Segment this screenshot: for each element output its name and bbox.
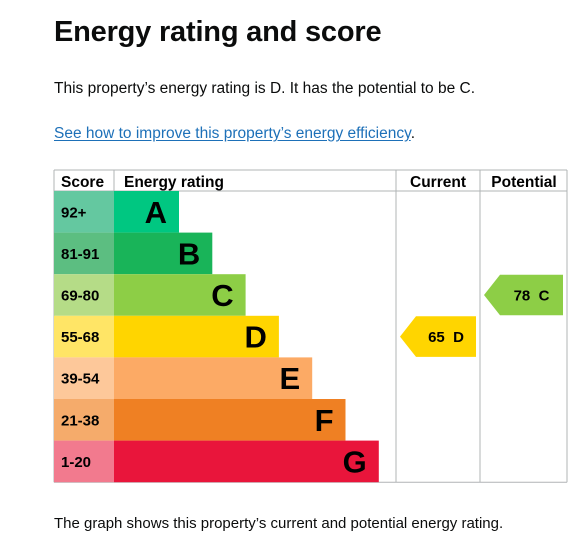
improve-efficiency-link[interactable]: See how to improve this property’s energ…: [54, 125, 411, 142]
header-potential: Potential: [491, 174, 556, 191]
band-bar-a: [114, 191, 179, 233]
band-letter-d: D: [245, 320, 267, 355]
header-energy-rating: Energy rating: [124, 174, 224, 191]
link-suffix: .: [410, 125, 415, 142]
rating-summary: This property’s energy rating is D. It h…: [54, 80, 476, 97]
band-bar-e: [114, 357, 313, 399]
band-letter-b: B: [178, 236, 200, 271]
score-cell-a: [54, 191, 114, 233]
potential-rating-label: 78 C: [514, 288, 550, 305]
score-cell-e: [54, 357, 114, 399]
score-cell-c: [54, 274, 114, 316]
chart-caption: The graph shows this property’s current …: [54, 515, 504, 532]
score-range-a: 92+: [61, 204, 87, 221]
current-rating-arrow: [400, 316, 476, 357]
band-bar-g: [114, 440, 379, 483]
band-bar-d: [114, 315, 279, 358]
header-current: Current: [410, 174, 466, 191]
potential-rating-arrow: [484, 274, 563, 316]
rating-markers: 65 D 78 C: [400, 274, 563, 357]
band-bar-c: [114, 274, 246, 316]
score-range-b: 81-91: [61, 246, 99, 263]
header-score: Score: [61, 174, 104, 191]
score-cell-d: [54, 315, 114, 358]
score-range-c: 69-80: [61, 288, 99, 305]
page-title: Energy rating and score: [54, 16, 382, 48]
band-letter-e: E: [280, 361, 301, 396]
score-cell-b: [54, 232, 114, 275]
band-letter-a: A: [145, 195, 167, 230]
band-letter-g: G: [343, 444, 367, 479]
rating-bands: 92+ A 81-91 B 69-80 C 55-68 D 39-54 E 21-38 F 1-20 G: [54, 191, 379, 483]
score-cell-f: [54, 399, 114, 441]
score-range-e: 39-54: [61, 371, 100, 388]
improve-link-line: See how to improve this property’s energ…: [54, 125, 415, 143]
band-bar-b: [114, 232, 213, 275]
score-range-d: 55-68: [61, 329, 99, 346]
band-letter-c: C: [211, 278, 233, 313]
score-range-f: 21-38: [61, 412, 99, 429]
score-cell-g: [54, 440, 114, 483]
band-letter-f: F: [315, 403, 334, 438]
score-range-g: 1-20: [61, 454, 91, 471]
band-bar-f: [114, 399, 346, 441]
chart-headers: Score Energy rating Current Potential: [61, 174, 557, 191]
current-rating-label: 65 D: [428, 329, 464, 346]
